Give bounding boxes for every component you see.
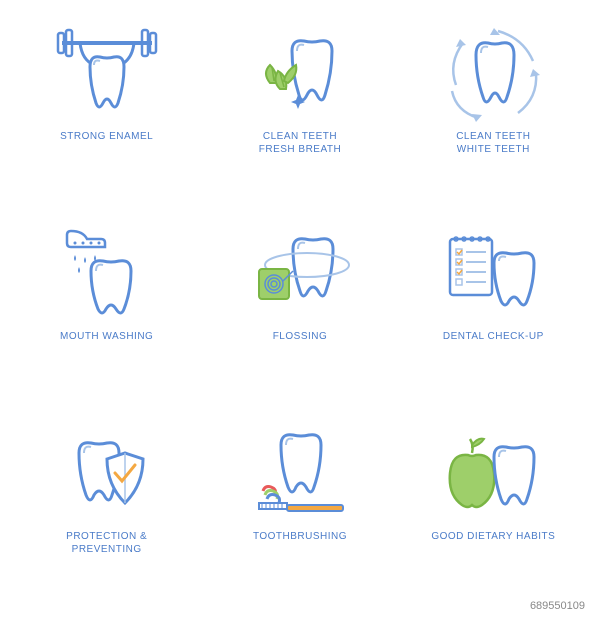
cell-fresh-breath: CLEAN TEETH FRESH BREATH: [208, 20, 391, 210]
cell-dental-checkup: DENTAL CHECK-UP: [402, 220, 585, 410]
watermark-id: 689550109: [530, 600, 585, 612]
dental-icon-grid: STRONG ENAMEL CLEAN TEETH FRESH BREATH: [0, 0, 600, 620]
protection-icon: [47, 420, 167, 530]
dietary-icon: [433, 420, 553, 530]
mouth-washing-icon: [47, 220, 167, 330]
label-mouth-washing: MOUTH WASHING: [60, 330, 153, 343]
cell-protection: PROTECTION & PREVENTING: [15, 420, 198, 610]
label-protection: PROTECTION & PREVENTING: [66, 530, 147, 556]
cell-flossing: FLOSSING: [208, 220, 391, 410]
strong-enamel-icon: [47, 20, 167, 130]
label-dental-checkup: DENTAL CHECK-UP: [443, 330, 544, 343]
white-teeth-icon: [433, 20, 553, 130]
cell-toothbrushing: TOOTHBRUSHING: [208, 420, 391, 610]
cell-dietary: GOOD DIETARY HABITS: [402, 420, 585, 610]
toothbrushing-icon: [240, 420, 360, 530]
flossing-icon: [240, 220, 360, 330]
label-strong-enamel: STRONG ENAMEL: [60, 130, 153, 143]
label-flossing: FLOSSING: [273, 330, 328, 343]
cell-white-teeth: CLEAN TEETH WHITE TEETH: [402, 20, 585, 210]
label-white-teeth: CLEAN TEETH WHITE TEETH: [456, 130, 530, 156]
label-fresh-breath: CLEAN TEETH FRESH BREATH: [259, 130, 342, 156]
label-toothbrushing: TOOTHBRUSHING: [253, 530, 347, 543]
cell-strong-enamel: STRONG ENAMEL: [15, 20, 198, 210]
cell-mouth-washing: MOUTH WASHING: [15, 220, 198, 410]
dental-checkup-icon: [433, 220, 553, 330]
fresh-breath-icon: [240, 20, 360, 130]
label-dietary: GOOD DIETARY HABITS: [431, 530, 555, 543]
